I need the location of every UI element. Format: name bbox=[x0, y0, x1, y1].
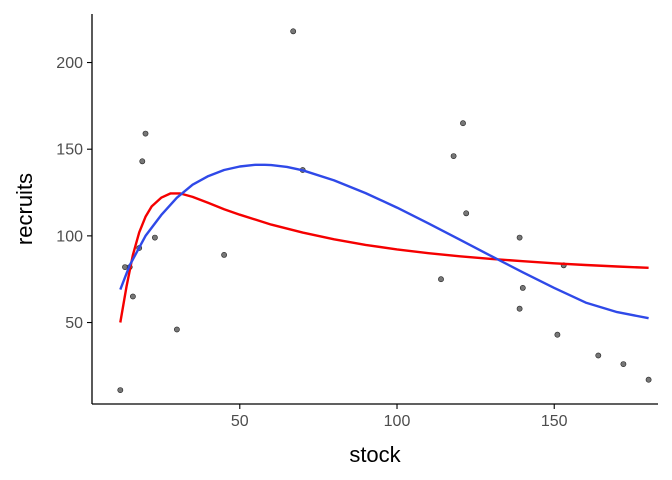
data-point-0 bbox=[117, 387, 124, 393]
y-tick-label-200: 200 bbox=[56, 55, 83, 72]
data-point-17 bbox=[516, 305, 523, 312]
fit-lines bbox=[119, 163, 649, 323]
data-point-9 bbox=[221, 251, 227, 258]
data-point-6 bbox=[142, 130, 149, 137]
data-point-23 bbox=[645, 376, 652, 383]
y-tick-label-150: 150 bbox=[56, 142, 83, 159]
x-tick-label-100: 100 bbox=[384, 413, 411, 430]
fit-line-0 bbox=[119, 192, 649, 323]
data-point-16 bbox=[516, 234, 523, 241]
data-point-15 bbox=[463, 210, 470, 217]
x-tick-label-50: 50 bbox=[231, 413, 249, 430]
fit-line-1 bbox=[119, 163, 649, 320]
y-tick-label-50: 50 bbox=[65, 315, 83, 332]
data-point-12 bbox=[438, 276, 444, 283]
data-point-19 bbox=[554, 331, 561, 338]
data-point-5 bbox=[139, 158, 146, 165]
x-tick-label-150: 150 bbox=[541, 413, 568, 430]
axis-ticks: 50 100 150 50 100 150 200 bbox=[56, 55, 567, 430]
data-point-13 bbox=[450, 153, 457, 159]
data-point-8 bbox=[173, 326, 180, 333]
data-point-7 bbox=[151, 234, 158, 241]
data-point-10 bbox=[290, 28, 297, 35]
data-point-22 bbox=[620, 361, 627, 367]
y-tick-label-100: 100 bbox=[56, 228, 83, 245]
x-axis-title: stock bbox=[349, 442, 401, 467]
data-point-14 bbox=[460, 120, 466, 127]
scatter-points bbox=[117, 28, 652, 393]
data-point-3 bbox=[129, 293, 136, 300]
y-axis-title: recruits bbox=[12, 173, 37, 245]
data-point-21 bbox=[595, 352, 602, 359]
data-point-18 bbox=[519, 284, 526, 291]
